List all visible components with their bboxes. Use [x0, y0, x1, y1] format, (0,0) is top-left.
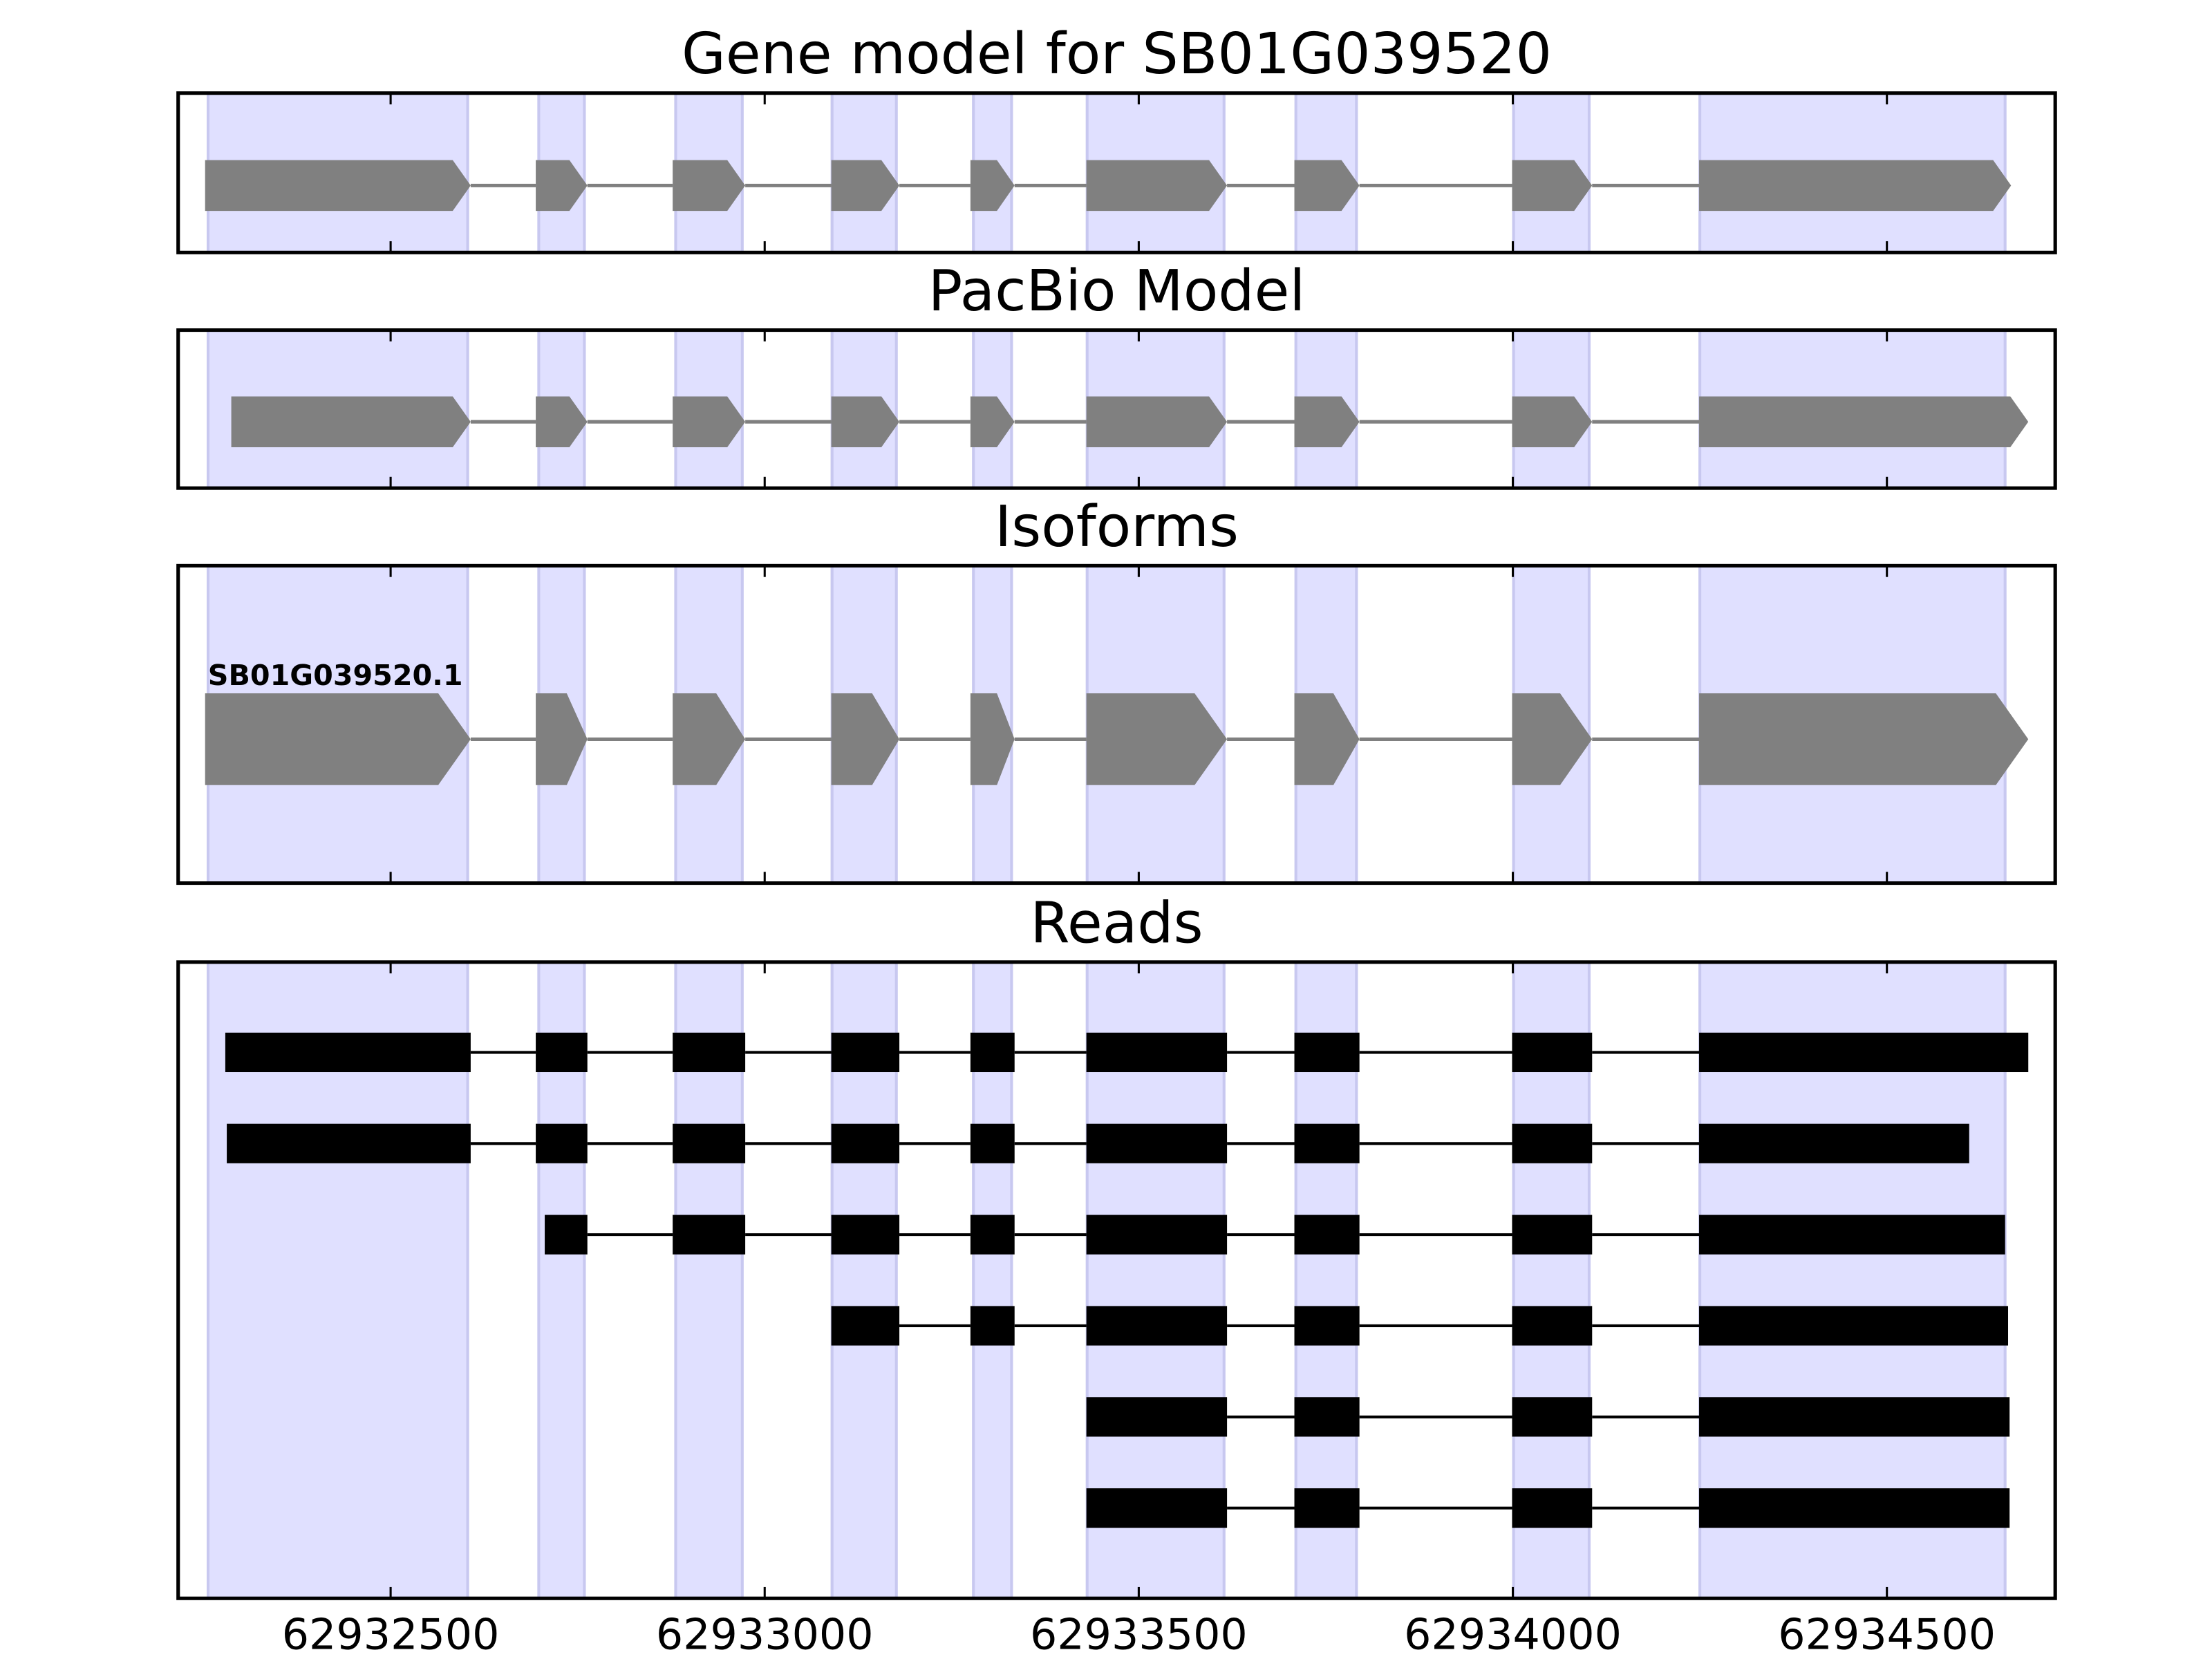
panel-frame	[176, 328, 2057, 490]
x-tick-label: 62934000	[1404, 1610, 1622, 1659]
exon	[536, 1032, 588, 1073]
exon	[831, 1215, 900, 1255]
exon	[1086, 396, 1228, 447]
exon	[1512, 1488, 1593, 1528]
panel-title: Reads	[1030, 891, 1203, 957]
exon	[1512, 1123, 1593, 1163]
exon	[1512, 1397, 1593, 1437]
panel-title: Isoforms	[995, 494, 1239, 560]
x-tick-label: 62933000	[656, 1610, 874, 1659]
exon	[536, 693, 588, 785]
exon	[1294, 1397, 1360, 1437]
exon	[536, 160, 588, 212]
x-tick-label: 62934500	[1778, 1610, 1996, 1659]
exon	[536, 396, 588, 447]
exon	[1512, 1306, 1593, 1346]
exon	[1699, 1397, 2010, 1437]
exon	[673, 1215, 746, 1255]
exon	[831, 693, 900, 785]
exon	[536, 1123, 588, 1163]
exon	[1512, 160, 1593, 212]
exon	[1086, 1488, 1228, 1528]
exon	[970, 693, 1015, 785]
exon	[970, 1215, 1015, 1255]
exon	[673, 1123, 746, 1163]
exon	[1699, 160, 2012, 212]
panel-frame	[176, 563, 2057, 885]
exon	[1699, 693, 2029, 785]
exon	[970, 1032, 1015, 1073]
exon	[673, 160, 746, 212]
exon	[831, 1032, 900, 1073]
exon	[1294, 1123, 1360, 1163]
exon	[1512, 1215, 1593, 1255]
exon	[831, 1123, 900, 1163]
exon	[1086, 160, 1228, 212]
exon	[1086, 1306, 1228, 1346]
exon	[227, 1123, 471, 1163]
exon	[831, 396, 900, 447]
exon	[1294, 1306, 1360, 1346]
exon	[970, 160, 1015, 212]
exon	[1086, 1397, 1228, 1437]
exon	[205, 693, 471, 785]
exon	[1294, 693, 1360, 785]
exon	[970, 1123, 1015, 1163]
exon	[1512, 693, 1593, 785]
exon	[1086, 693, 1228, 785]
exon	[1294, 396, 1360, 447]
exon	[1294, 1488, 1360, 1528]
exon	[970, 396, 1015, 447]
exon	[1294, 1215, 1360, 1255]
exon	[970, 1306, 1015, 1346]
panel-title: Gene model for SB01G039520	[682, 22, 1552, 88]
exon	[1512, 1032, 1593, 1073]
exon	[205, 160, 471, 212]
isoform-label: SB01G039520.1	[208, 659, 463, 692]
exon	[1512, 396, 1593, 447]
exon	[673, 693, 746, 785]
exon	[1699, 396, 2029, 447]
panel-title: PacBio Model	[928, 259, 1306, 324]
x-tick-label: 62932500	[282, 1610, 500, 1659]
exon	[1699, 1032, 2029, 1073]
exon	[1699, 1488, 2010, 1528]
exon	[831, 160, 900, 212]
exon	[1294, 160, 1360, 212]
exon	[1086, 1215, 1228, 1255]
panel-frame	[176, 91, 2057, 254]
exon	[225, 1032, 471, 1073]
exon	[673, 1032, 746, 1073]
exon	[545, 1215, 588, 1255]
panel-frame	[176, 960, 2057, 1600]
exon	[1699, 1306, 2009, 1346]
exon	[1699, 1215, 2005, 1255]
exon	[1294, 1032, 1360, 1073]
exon	[1086, 1032, 1228, 1073]
exon	[231, 396, 471, 447]
exon	[1699, 1123, 1969, 1163]
exon	[831, 1306, 900, 1346]
exon	[673, 396, 746, 447]
x-tick-label: 62933500	[1030, 1610, 1248, 1659]
exon	[1086, 1123, 1228, 1163]
